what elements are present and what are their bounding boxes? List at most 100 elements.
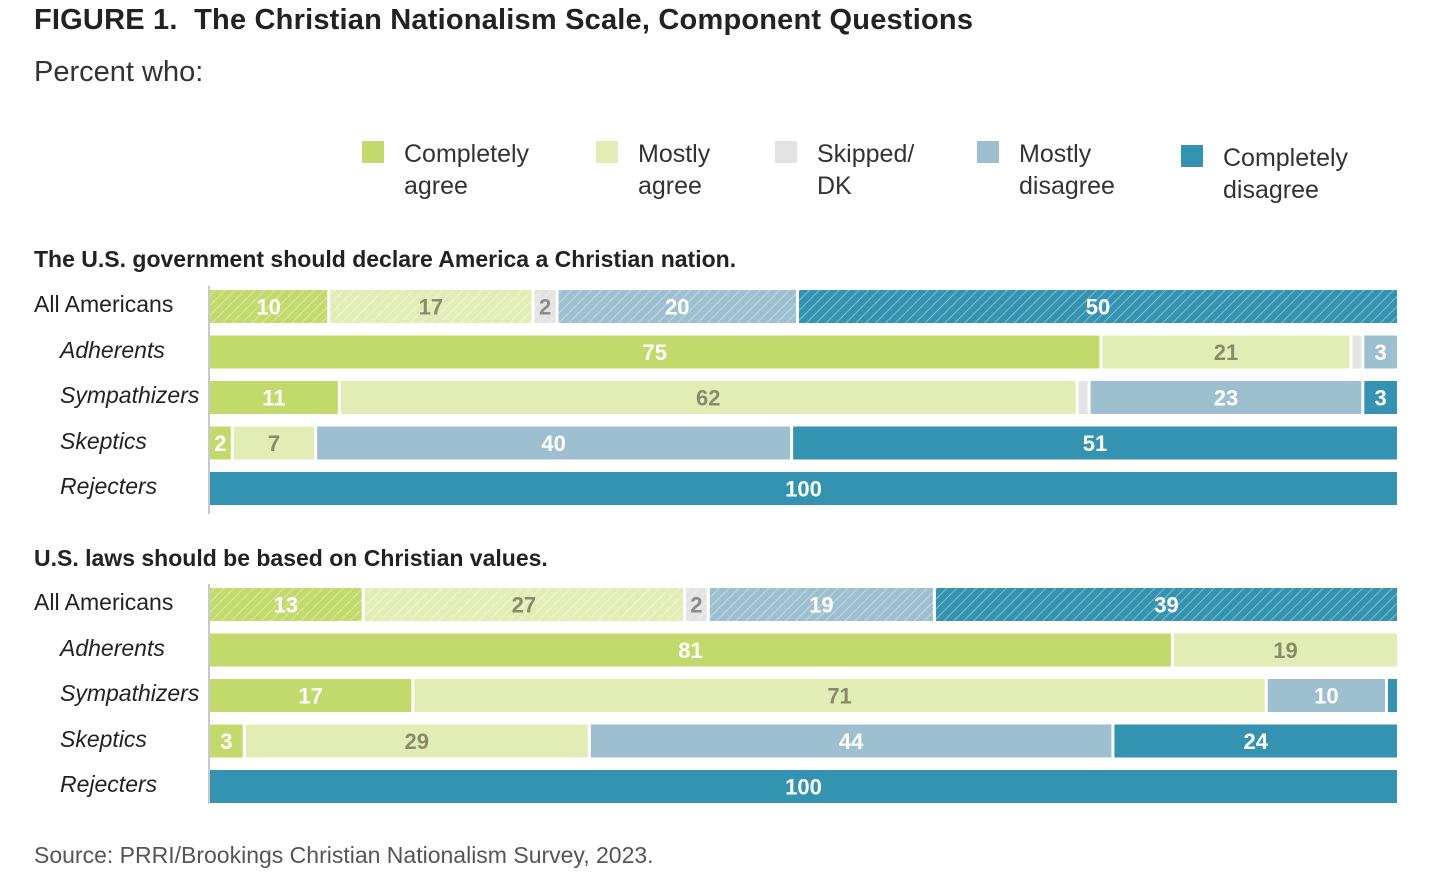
legend-label-line2: agree — [638, 172, 702, 200]
data-label: 2 — [539, 295, 551, 320]
row-label-sympathizers: Sympathizers — [60, 680, 200, 706]
bar-segment-skipped-dk — [1352, 335, 1362, 369]
legend-item-completely-agree: Completely agree — [362, 138, 529, 202]
row-label-adherents: Adherents — [60, 336, 165, 363]
bar-hatch-overlay — [330, 290, 532, 323]
bar-hatch-overlay — [935, 588, 1397, 621]
data-label: 19 — [809, 593, 833, 618]
bar-segment-mostly-agree — [364, 588, 683, 621]
data-label: 51 — [1083, 431, 1107, 456]
bar-segment-completely-agree — [210, 588, 362, 621]
bar-segment-mostly-agree — [1102, 335, 1350, 369]
bar-segment-mostly-disagree — [558, 290, 796, 323]
bar-segment-completely-agree — [210, 724, 243, 758]
data-label: 40 — [541, 431, 565, 456]
legend-item-mostly-disagree: Mostly disagree — [977, 138, 1115, 202]
legend-label-line2: DK — [817, 172, 852, 200]
data-label: 100 — [785, 477, 822, 502]
data-label: 27 — [512, 593, 536, 618]
bar-hatch-overlay — [709, 588, 933, 621]
bar-segment-completely-disagree — [210, 472, 1397, 505]
data-label: 75 — [643, 340, 667, 365]
bar-segment-mostly-agree — [1173, 633, 1397, 667]
bar-segment-skipped-dk — [534, 290, 556, 323]
figure-subtitle: Percent who: — [34, 56, 204, 88]
axis-line — [208, 584, 210, 804]
panel-title-2: U.S. laws should be based on Christian v… — [34, 545, 548, 571]
bar-segment-completely-agree — [210, 633, 1171, 667]
legend-swatch — [977, 141, 999, 163]
bar-hatch-overlay — [364, 588, 683, 621]
bar-segment-completely-agree — [210, 290, 328, 323]
legend-label-line2: disagree — [1019, 172, 1115, 200]
data-label: 13 — [274, 593, 298, 618]
bar-segment-mostly-disagree — [1364, 335, 1397, 369]
data-label: 2 — [214, 431, 226, 456]
data-label: 3 — [1375, 340, 1387, 365]
row-label-skeptics: Skeptics — [60, 427, 147, 454]
row-label-adherents: Adherents — [60, 634, 165, 661]
legend-label-line2: disagree — [1223, 176, 1319, 204]
bar-segment-mostly-agree — [245, 724, 588, 758]
legend-label-line2: agree — [404, 172, 468, 200]
row-label-skeptics: Skeptics — [60, 725, 147, 752]
data-label: 2 — [690, 593, 702, 618]
data-label: 3 — [1375, 386, 1387, 411]
legend-swatch — [362, 141, 384, 163]
bar-segment-completely-agree — [210, 426, 231, 460]
row-label-all-americans: All Americans — [34, 291, 174, 317]
legend-label-line1: Completely — [404, 140, 530, 168]
legend-item-completely-disagree: Completely disagree — [1181, 142, 1348, 206]
bar-segment-completely-agree — [210, 679, 412, 712]
row-label-rejecters: Rejecters — [60, 771, 158, 797]
bar-segment-skipped-dk — [1078, 381, 1088, 414]
data-label: 100 — [785, 775, 822, 800]
data-label: 24 — [1243, 729, 1268, 754]
bar-hatch-overlay — [210, 290, 328, 323]
bar-segment-completely-agree — [210, 381, 338, 414]
data-label: 10 — [1314, 684, 1338, 709]
bar-hatch-overlay — [558, 290, 796, 323]
data-label: 11 — [262, 386, 285, 411]
bar-segment-mostly-agree — [233, 426, 315, 460]
data-label: 62 — [696, 386, 720, 411]
legend-item-mostly-agree: Mostly agree — [596, 138, 710, 202]
row-label-rejecters: Rejecters — [60, 473, 158, 499]
data-label: 10 — [256, 295, 280, 320]
row-label-all-americans: All Americans — [34, 589, 174, 615]
data-label: 44 — [839, 729, 864, 754]
bar-segment-completely-disagree — [210, 770, 1397, 803]
bar-segment-mostly-disagree — [590, 724, 1112, 758]
legend-label-line1: Mostly — [1019, 140, 1092, 168]
data-label: 17 — [298, 684, 322, 709]
bar-segment-mostly-disagree — [317, 426, 791, 460]
data-label: 39 — [1154, 593, 1178, 618]
bar-hatch-overlay — [210, 588, 362, 621]
data-label: 23 — [1214, 386, 1238, 411]
bar-segment-mostly-disagree — [1267, 679, 1385, 712]
bar-segment-skipped-dk — [686, 588, 707, 621]
data-label: 3 — [220, 729, 232, 754]
bar-segment-completely-disagree — [1364, 381, 1397, 414]
legend-swatch — [596, 141, 618, 163]
bar-segment-completely-agree — [210, 335, 1100, 369]
bar-segment-mostly-agree — [330, 290, 532, 323]
data-label: 71 — [827, 684, 851, 709]
legend-label-line1: Mostly — [638, 140, 711, 168]
source-note: Source: PRRI/Brookings Christian Nationa… — [34, 842, 654, 868]
figure-title: FIGURE 1. The Christian Nationalism Scal… — [34, 4, 974, 36]
legend-swatch — [775, 141, 797, 163]
bar-segment-completely-disagree — [1114, 724, 1397, 758]
bar-segment-mostly-disagree — [709, 588, 933, 621]
bar-hatch-overlay — [686, 588, 707, 621]
data-label: 19 — [1273, 638, 1297, 663]
data-label: 50 — [1086, 295, 1110, 320]
legend-label-line1: Completely — [1223, 144, 1349, 172]
bar-segment-completely-disagree — [798, 290, 1397, 323]
data-label: 81 — [678, 638, 702, 663]
data-label: 20 — [665, 295, 689, 320]
axis-line — [208, 286, 210, 514]
bar-hatch-overlay — [534, 290, 556, 323]
bar-hatch-overlay — [798, 290, 1397, 323]
data-label: 17 — [419, 295, 443, 320]
